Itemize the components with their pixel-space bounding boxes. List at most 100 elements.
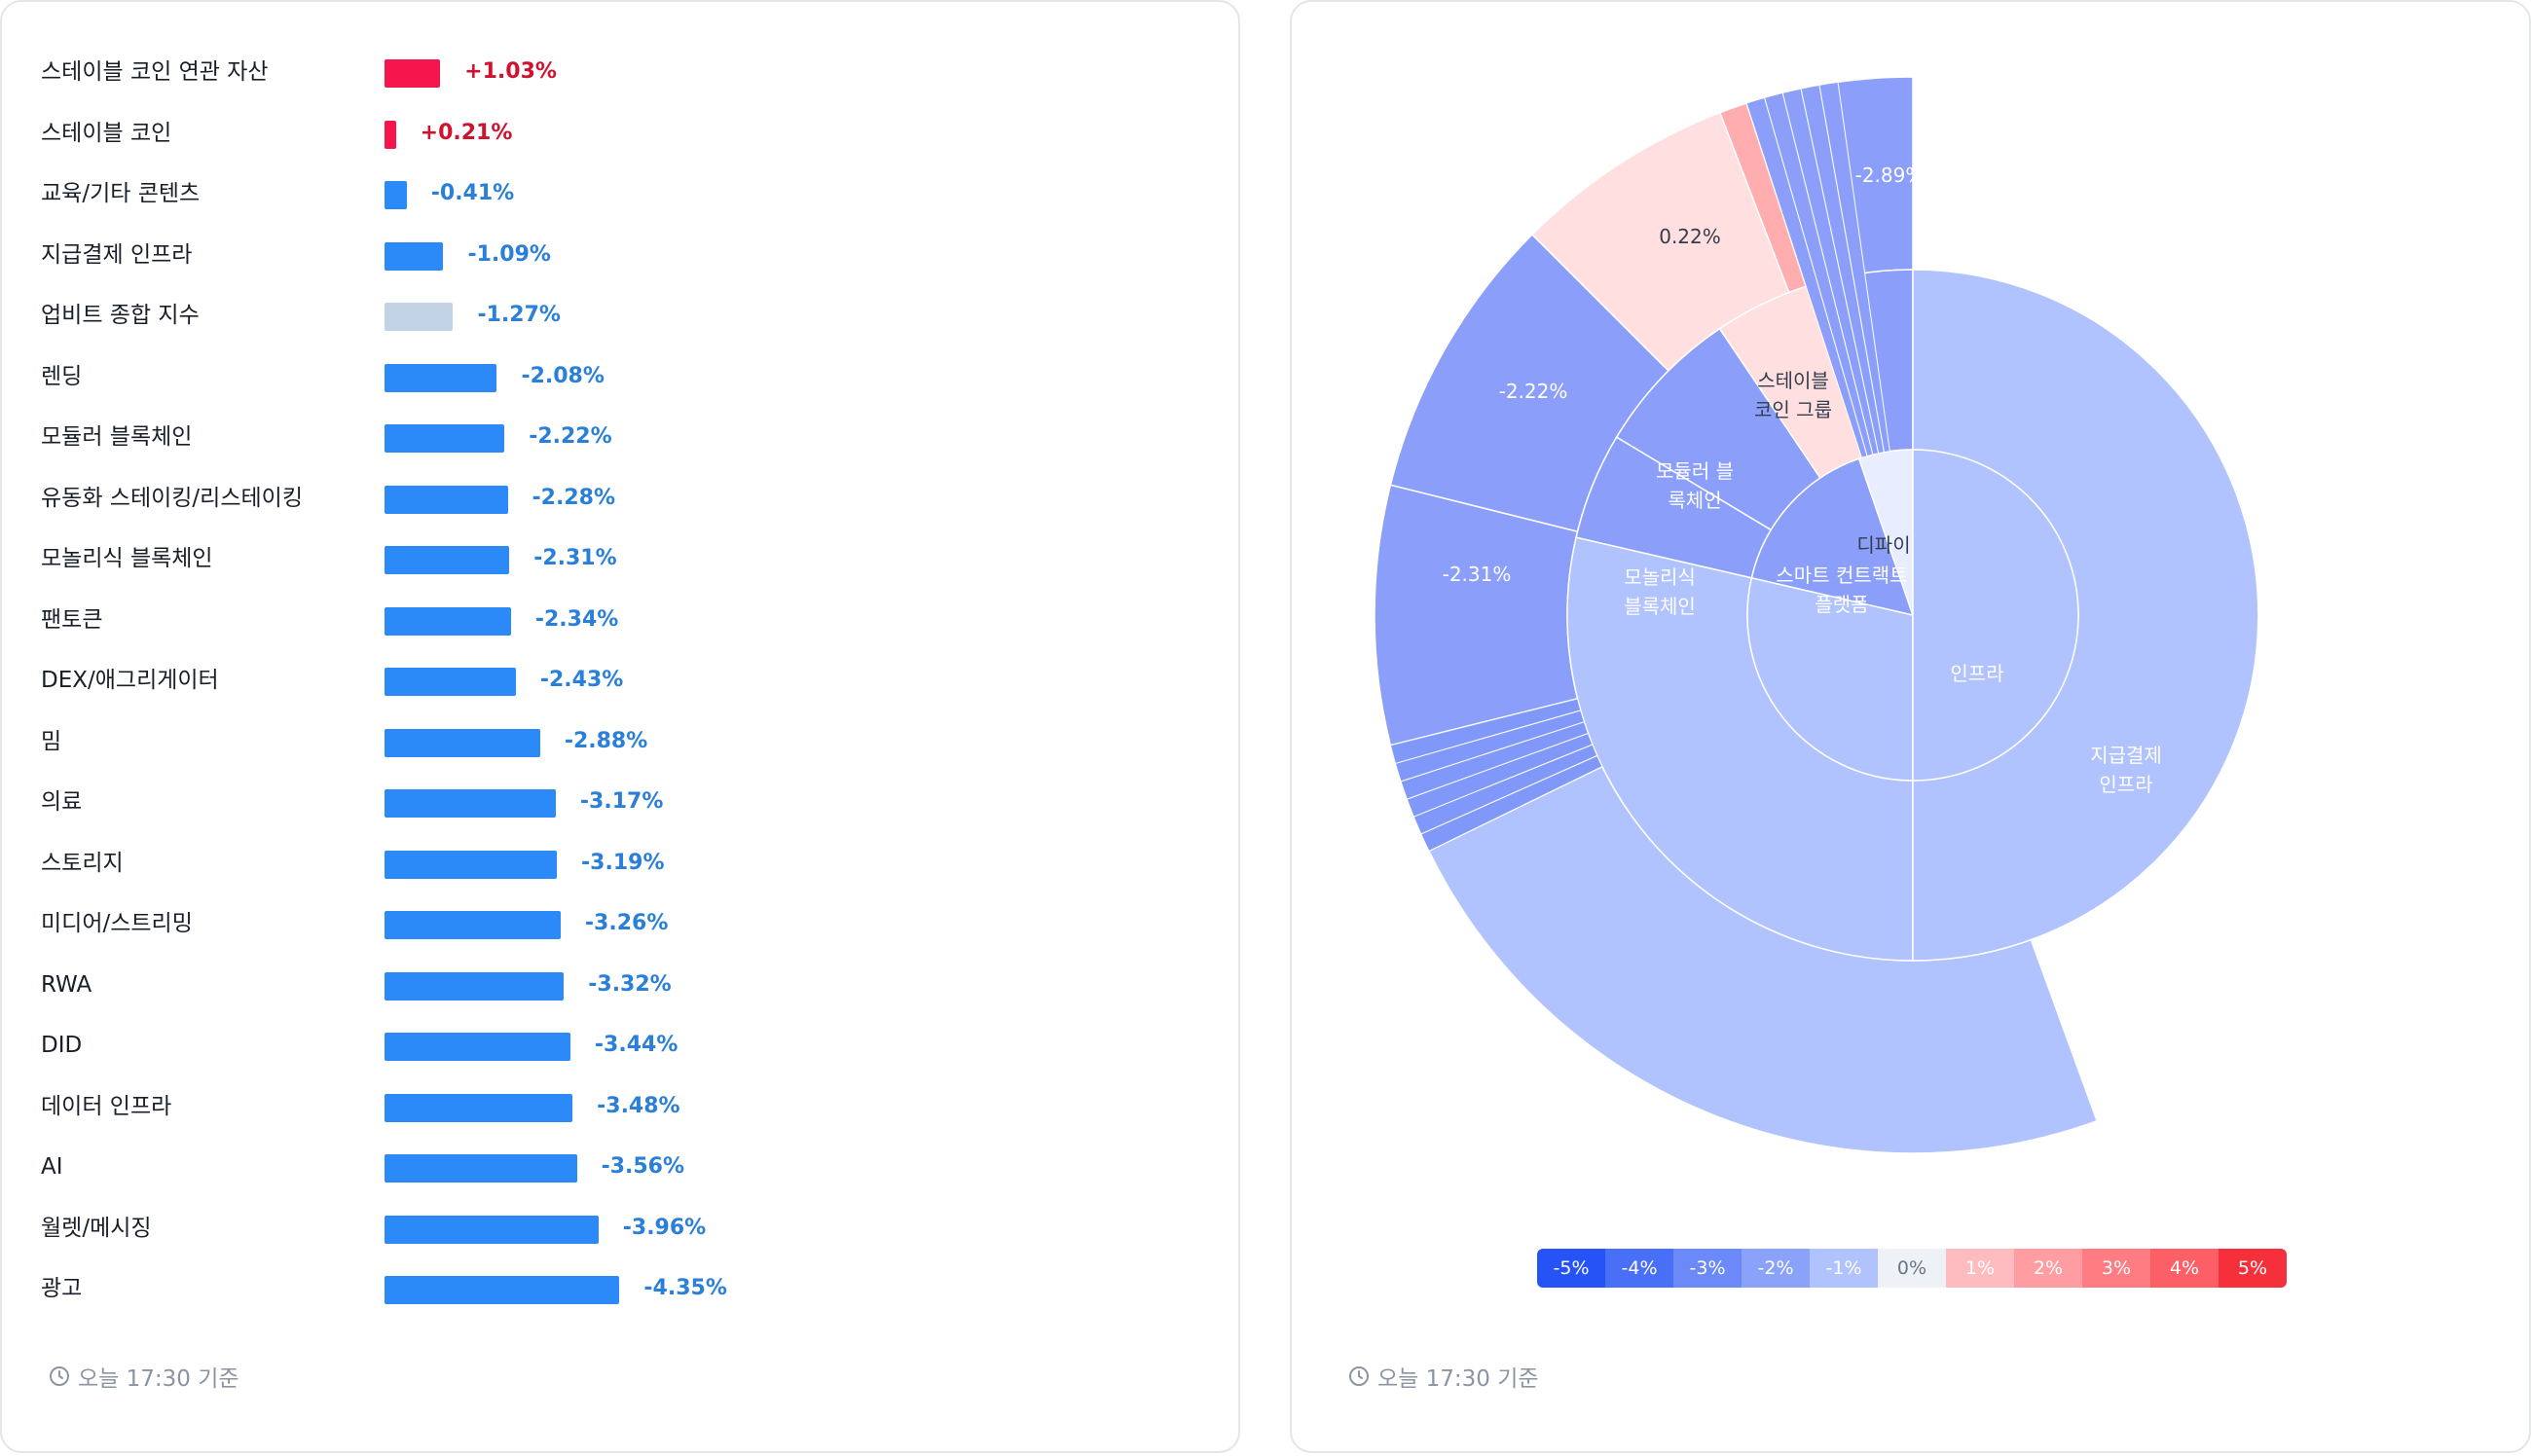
category-label: 밈 [41,728,62,754]
bar-row: 스테이블 코인 연관 자산 +1.03% [2,48,1238,96]
bar-row: 의료 -3.17% [2,778,1238,826]
sunburst-label: 모듈러 블 록체인 [1656,459,1734,512]
legend-cell: 5% [2219,1249,2287,1288]
bar [385,546,510,574]
bar-row: 광고 -4.35% [2,1264,1238,1313]
bar [385,789,556,818]
legend-cell: -2% [1742,1249,1810,1288]
sunburst-label: 디파이 [1856,533,1910,557]
bar [385,120,396,149]
bar-value-label: -3.17% [579,789,664,814]
bar-value-label: -3.96% [622,1215,707,1240]
sunburst-label: 스마트 컨트랙트 플랫폼 [1776,564,1907,616]
category-label: 모놀리식 블록체인 [41,546,213,571]
sector-segment[interactable] [1746,576,1914,782]
bar-row: 모놀리식 블록체인 -2.31% [2,534,1238,583]
sunburst-label: -1.10% [2233,871,2302,894]
legend-cell: -3% [1673,1249,1742,1288]
category-label: RWA [41,971,92,998]
category-label: 스테이블 코인 연관 자산 [41,59,269,85]
bar-value-label: -2.88% [564,728,648,753]
category-label: 지급결제 인프라 [41,241,193,268]
sunburst-label: 인프라 [1950,662,2003,685]
bar-row: 렌딩 -2.08% [2,352,1238,401]
legend-cell: 3% [2082,1249,2150,1288]
bar-row: 지급결제 인프라 -1.09% [2,231,1238,279]
bar [385,363,497,392]
bar-value-label: -0.41% [430,181,515,205]
bar-row: 데이터 인프라 -3.48% [2,1082,1238,1131]
clock-icon [1349,1366,1369,1386]
bar-row: DEX/애그리게이터 -2.43% [2,656,1238,705]
right-timestamp: 오늘 17:30 기준 [1348,1360,1539,1393]
legend-cell: 4% [2150,1249,2219,1288]
sunburst-label: 스테이블 코인 그룹 [1754,369,1832,421]
bar-value-label: -3.48% [597,1093,680,1118]
bar-row: DID -3.44% [2,1021,1238,1070]
bar [385,181,407,209]
bar [385,911,561,939]
bar-row: 밈 -2.88% [2,717,1238,766]
sunburst-label: -2.89% [1855,164,1925,187]
category-label: 의료 [41,789,83,815]
category-label: 팬토큰 [41,606,103,633]
bar [385,606,511,636]
bar-value-label: -3.44% [594,1033,679,1057]
bar-row: RWA -3.32% [2,961,1238,1009]
sector-sunburst-panel: 인프라 스마트 컨트랙트 플랫폼 디파이 지급결제 인프라 모놀리식 블록체인 모듈러 블 록체인… [1290,0,2531,1453]
category-label: 스토리지 [41,850,124,876]
category-label: 미디어/스트리밍 [41,911,193,936]
bar-value-label: -2.08% [521,363,605,388]
bar [385,303,454,331]
left-timestamp-text: 오늘 17:30 기준 [78,1366,239,1392]
category-label: DEX/애그리게이터 [41,668,219,693]
legend-cell: -4% [1605,1249,1673,1288]
bar [385,728,540,757]
right-timestamp-text: 오늘 17:30 기준 [1377,1366,1539,1392]
category-label: 교육/기타 콘텐츠 [41,181,201,206]
category-label: 월렛/메시징 [41,1215,152,1241]
category-label: DID [41,1033,83,1058]
category-label: 광고 [41,1276,83,1301]
sector-segment[interactable] [1750,457,1915,617]
bar-value-label: -3.32% [588,971,672,997]
bar-value-label: -1.27% [477,303,561,327]
sunburst-label: 지급결제 인프라 [2090,744,2162,796]
asset-segment[interactable] [1818,81,1890,454]
sector-segment[interactable] [1912,449,2079,782]
clock-icon [50,1366,69,1386]
bar [385,241,444,271]
bar-row: 팬토큰 -2.34% [2,596,1238,644]
legend-cell: 1% [1946,1249,2014,1288]
category-label: 데이터 인프라 [41,1093,172,1119]
bar-value-label: -3.26% [584,911,669,935]
category-label: AI [41,1154,63,1180]
bar-value-label: -2.22% [529,424,612,449]
bar-row: 모듈러 블록체인 -2.22% [2,413,1238,461]
bar-row: 스토리지 -3.19% [2,839,1238,888]
bar [385,668,516,696]
legend-cell: -1% [1810,1249,1878,1288]
bar-value-label: -3.19% [581,850,665,875]
bar-value-label: -3.56% [601,1154,685,1179]
asset-segment[interactable] [1389,698,1582,765]
bar [385,1033,570,1061]
bar-value-label: -4.35% [643,1276,727,1300]
sector-ranking-panel: 스테이블 코인 연관 자산 +1.03% 스테이블 코인 +0.21% 교육/기타 콘텐… [0,0,1240,1453]
bar-value-label: -1.09% [467,241,551,267]
legend-cell: 2% [2014,1249,2082,1288]
sunburst-label: -2.31% [1443,563,1512,586]
bar-row: 미디어/스트리밍 -3.26% [2,899,1238,948]
bar-row: 스테이블 코인 +0.21% [2,109,1238,158]
bar-value-label: +0.21% [420,120,513,145]
bar-row: AI -3.56% [2,1143,1238,1191]
sunburst-label: 0.22% [1659,225,1721,248]
legend-cell: -5% [1537,1249,1605,1288]
bar [385,1093,573,1122]
bar [385,59,441,88]
bar [385,1154,577,1183]
left-timestamp: 오늘 17:30 기준 [49,1360,239,1393]
category-label: 유동화 스테이킹/리스테이킹 [41,485,303,511]
bar [385,971,565,1001]
